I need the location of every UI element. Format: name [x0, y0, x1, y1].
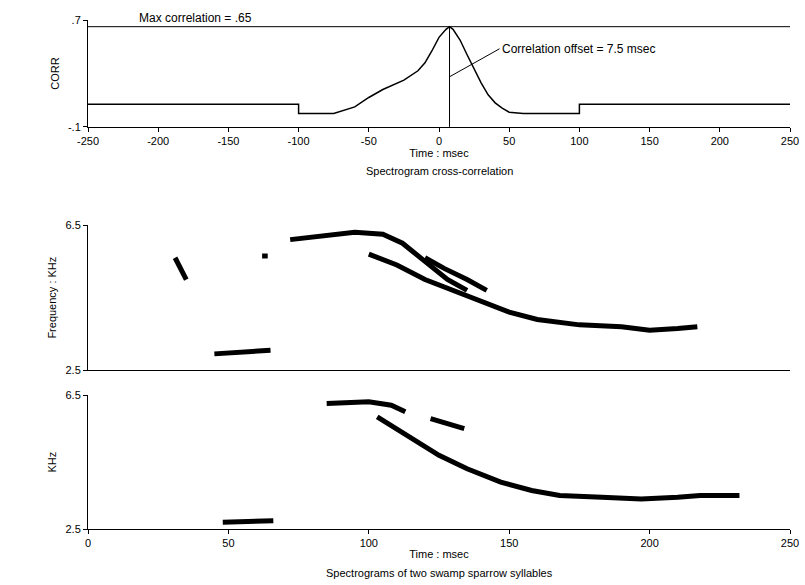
svg-text:0: 0	[85, 537, 91, 549]
svg-text:150: 150	[640, 135, 658, 147]
svg-text:100: 100	[570, 135, 588, 147]
svg-text:Correlation offset = 7.5 msec: Correlation offset = 7.5 msec	[502, 42, 656, 56]
svg-text:250: 250	[781, 537, 799, 549]
svg-text:6.5: 6.5	[66, 219, 81, 231]
svg-text:CORR: CORR	[49, 57, 61, 89]
svg-text:150: 150	[500, 537, 518, 549]
svg-text:-200: -200	[147, 135, 169, 147]
svg-text:50: 50	[503, 135, 515, 147]
svg-text:-.1: -.1	[68, 121, 81, 133]
svg-text:2.5: 2.5	[66, 364, 81, 376]
svg-text:-50: -50	[361, 135, 377, 147]
svg-text:2.5: 2.5	[66, 523, 81, 535]
svg-text:50: 50	[222, 537, 234, 549]
svg-text:-250: -250	[77, 135, 99, 147]
svg-text:Spectrograms of two swamp spar: Spectrograms of two swamp sparrow syllab…	[326, 567, 553, 579]
svg-text:200: 200	[711, 135, 729, 147]
svg-text:KHz: KHz	[46, 452, 58, 473]
svg-text:.7: .7	[72, 14, 81, 26]
svg-text:Time : msec: Time : msec	[409, 147, 469, 159]
svg-text:Max correlation = .65: Max correlation = .65	[139, 11, 252, 25]
svg-text:6.5: 6.5	[66, 389, 81, 401]
svg-text:-100: -100	[288, 135, 310, 147]
svg-text:Spectrogram cross-correlation: Spectrogram cross-correlation	[366, 165, 513, 177]
svg-text:100: 100	[360, 537, 378, 549]
svg-text:Frequency : KHz: Frequency : KHz	[46, 257, 58, 339]
svg-text:-150: -150	[217, 135, 239, 147]
svg-text:250: 250	[781, 135, 799, 147]
svg-text:0: 0	[436, 135, 442, 147]
svg-text:Time : msec: Time : msec	[409, 548, 469, 560]
svg-text:200: 200	[640, 537, 658, 549]
